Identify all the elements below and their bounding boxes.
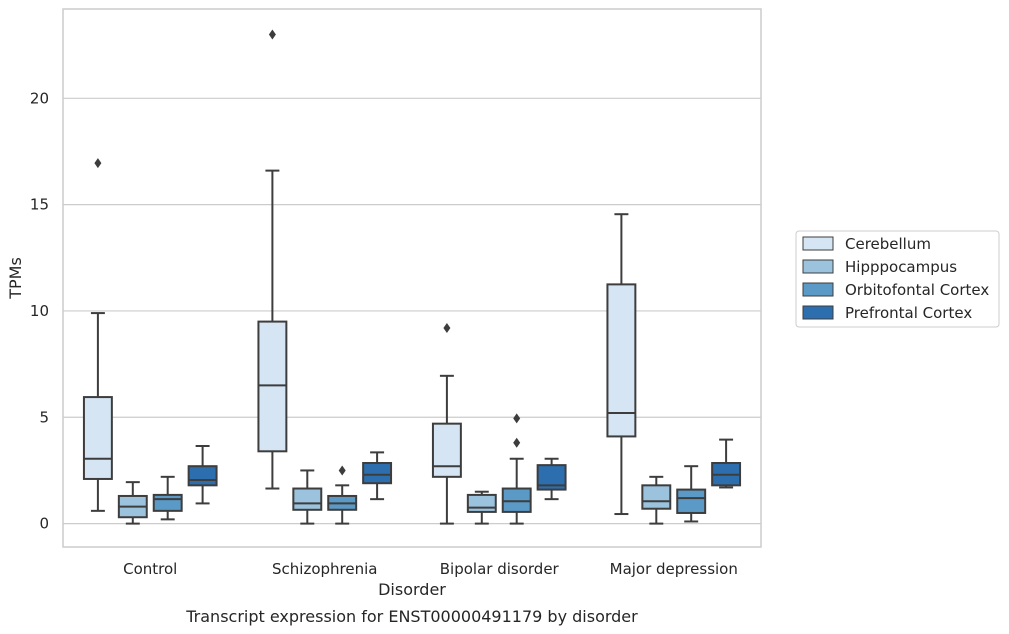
x-tick-label: Major depression bbox=[610, 560, 738, 578]
box-prefrontal-cortex-bipolar-disorder bbox=[536, 457, 567, 501]
legend-frame bbox=[795, 230, 1000, 328]
x-tick-label: Bipolar disorder bbox=[440, 560, 560, 578]
box-orbitofontal-cortex-schizophrenia bbox=[327, 465, 358, 525]
box-body bbox=[187, 465, 218, 487]
x-tick-label: Schizophrenia bbox=[272, 560, 377, 578]
legend-label: Cerebellum bbox=[845, 235, 931, 253]
outlier-point bbox=[338, 465, 346, 476]
box-body bbox=[606, 283, 637, 438]
x-axis-label: Disorder bbox=[378, 580, 446, 599]
outlier-point bbox=[513, 413, 521, 424]
box-prefrontal-cortex-schizophrenia bbox=[362, 451, 393, 501]
box-hipppocampus-bipolar-disorder bbox=[466, 490, 497, 525]
x-tick-label: Control bbox=[123, 560, 177, 578]
legend-swatch bbox=[802, 282, 834, 297]
legend-swatch bbox=[802, 305, 834, 320]
box-body bbox=[501, 487, 532, 513]
box-body bbox=[292, 487, 323, 511]
y-tick-label: 20 bbox=[30, 89, 49, 107]
legend: Cerebellum Hipppocampus Orbitofontal Corte… bbox=[795, 230, 1000, 328]
box-prefrontal-cortex-major-depression bbox=[711, 438, 742, 489]
box-cerebellum-bipolar-disorder bbox=[431, 322, 462, 525]
x-tick-labels: Control Schizophrenia Bipolar disorder Majo… bbox=[123, 560, 738, 578]
legend-label: Hipppocampus bbox=[845, 258, 957, 276]
outlier-point bbox=[94, 158, 102, 169]
y-tick-label: 10 bbox=[30, 302, 49, 320]
y-axis-label: TPMs bbox=[6, 257, 25, 300]
box-cerebellum-schizophrenia bbox=[257, 29, 288, 490]
box-body bbox=[362, 462, 393, 485]
box-hipppocampus-schizophrenia bbox=[292, 469, 323, 525]
box-cerebellum-major-depression bbox=[606, 213, 637, 516]
box-body bbox=[431, 422, 462, 478]
box-body bbox=[152, 493, 183, 512]
legend-label: Prefrontal Cortex bbox=[845, 304, 972, 322]
box-prefrontal-cortex-control bbox=[187, 444, 218, 505]
box-cerebellum-control bbox=[82, 158, 113, 512]
chart-caption: Transcript expression for ENST0000049117… bbox=[185, 607, 638, 626]
box-hipppocampus-control bbox=[117, 481, 148, 525]
legend-label: Orbitofontal Cortex bbox=[845, 281, 989, 299]
box-body bbox=[676, 488, 707, 514]
legend-swatch bbox=[802, 259, 834, 274]
y-tick-label: 15 bbox=[30, 196, 49, 214]
box-body bbox=[466, 493, 497, 513]
outlier-point bbox=[513, 437, 521, 448]
box-body bbox=[82, 396, 113, 480]
outlier-point bbox=[268, 29, 276, 40]
y-tick-labels: 0 5 10 15 20 bbox=[30, 89, 49, 532]
y-tick-label: 5 bbox=[39, 408, 49, 426]
y-gridlines bbox=[63, 97, 761, 525]
box-body bbox=[641, 484, 672, 510]
box-orbitofontal-cortex-control bbox=[152, 475, 183, 521]
box-hipppocampus-major-depression bbox=[641, 475, 672, 525]
box-body bbox=[257, 320, 288, 453]
box-orbitofontal-cortex-major-depression bbox=[676, 465, 707, 523]
y-tick-label: 0 bbox=[39, 515, 49, 533]
legend-swatch bbox=[802, 236, 834, 251]
plot-area-frame bbox=[62, 8, 762, 548]
box-series bbox=[82, 29, 742, 525]
box-orbitofontal-cortex-bipolar-disorder bbox=[501, 413, 532, 525]
outlier-point bbox=[443, 322, 451, 333]
